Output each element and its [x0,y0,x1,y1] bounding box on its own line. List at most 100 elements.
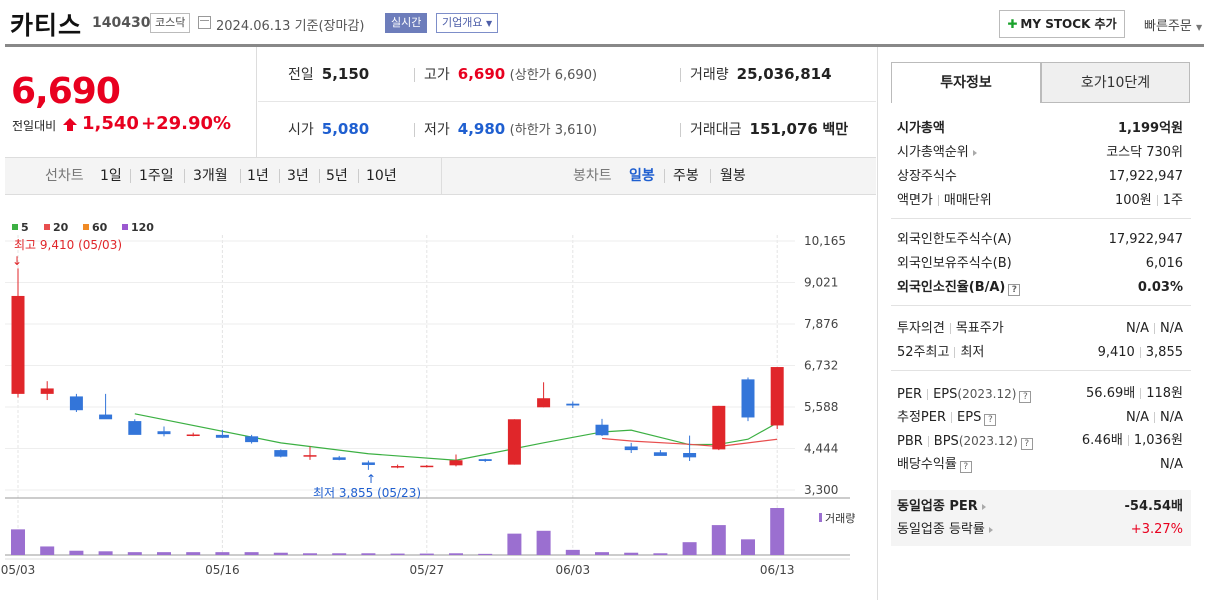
up-arrow-stem [67,125,73,131]
high-price: 고가 6,690 (상한가 6,690) [424,47,597,102]
candlestick-chart[interactable]: 10,165 9,021 7,876 6,732 5,588 4,444 3,300 5 20 6… [0,200,876,600]
market-badge: 코스닥 [150,13,191,33]
period-tab-1d[interactable]: 1일 [100,168,122,184]
rank-label: 시가총액순위 [897,145,969,160]
candle-body [274,450,288,457]
volume-bar [127,552,142,555]
info-row-market-cap: 시가총액 1,199억원 [897,117,1183,141]
chevron-down-icon: ▼ [485,19,493,28]
peer-per-value: -54.54배 [1124,499,1183,514]
per-value: 56.69배 [1086,386,1136,401]
quote-row: 시가 5,080 저가 4,980 (하한가 3,610) 거래대금 151,076 … [258,102,876,157]
volume-bar [40,546,55,555]
period-tab-5y[interactable]: 5년 [326,168,348,184]
candle-body [128,421,142,435]
candle-body [303,455,317,457]
low-annotation: 최저 3,855 (05/23) [313,486,421,500]
market-cap-label: 시가총액 [897,121,945,136]
period-tab-3y[interactable]: 3년 [287,168,309,184]
legend-label: 60 [92,221,108,234]
candle-body [332,457,346,460]
y-tick-label: 5,588 [804,400,838,414]
caret-right-icon [981,503,986,510]
candle-body [449,460,463,466]
volume-bar [565,549,580,555]
help-icon[interactable]: ? [984,414,997,426]
divider [1127,435,1129,446]
volume-bar [244,552,259,555]
invest-info-panel: 투자정보 호가10단계 시가총액 1,199억원 시가총액순위 코스닥 730위 상… [891,62,1191,562]
pbr-label: PBR [897,434,923,449]
divider [680,123,681,137]
period-tab-3m[interactable]: 3개월 [193,168,228,184]
x-tick-label: 06/03 [556,563,591,577]
eps-year: (2023.12) [957,387,1017,401]
candle-body [186,434,200,437]
divider [279,169,280,183]
corp-overview-dropdown[interactable]: 기업개요 ▼ [436,13,499,33]
header-divider [5,44,1204,47]
help-icon[interactable]: ? [959,461,972,473]
candle-tab-weekly[interactable]: 주봉 [673,168,699,184]
volume-legend-swatch [819,513,822,522]
low-label: 저가 [424,122,450,138]
volume-bar [361,553,376,555]
y-tick-label: 10,165 [804,234,846,248]
help-icon[interactable]: ? [1008,284,1021,296]
tab-invest-info[interactable]: 투자정보 [891,62,1041,103]
help-icon[interactable]: ? [1020,438,1033,450]
prev-close-label: 전일 [288,67,314,83]
base-date: 2024.06.13 기준(장마감) [216,19,365,34]
eps-label: EPS [933,387,958,402]
quick-order-label: 빠른주문 [1144,19,1192,34]
chevron-down-icon: ▼ [1195,23,1203,32]
volume-bar [449,553,463,555]
quick-order-button[interactable]: 빠른주문 ▼ [1144,15,1202,34]
info-row-rank[interactable]: 시가총액순위 코스닥 730위 [897,141,1183,165]
peer-change-label: 동일업종 등락률 [897,522,985,537]
volume-value: 25,036,814 [736,65,832,83]
volume-bar [157,552,171,555]
amount-value: 151,076 [749,120,818,138]
candle-body [11,295,25,394]
volume-bar [478,553,493,555]
candle-body [537,398,551,408]
candle-tab-monthly[interactable]: 월봉 [720,168,746,184]
candle-tab-daily[interactable]: 일봉 [629,168,655,184]
divider [927,389,929,400]
low-value: 4,980 [457,120,506,138]
info-row-peer-change[interactable]: 동일업종 등락률 +3.27% [897,518,1183,542]
realtime-button[interactable]: 실시간 [385,13,428,33]
info-row-52w: 52주최고 최저 9,410 3,855 [897,341,1183,365]
foreign-hold-value: 6,016 [1145,256,1183,271]
candle-body [478,459,492,461]
volume-bar [624,552,639,555]
candle-body [215,434,229,438]
info-row-peer-per[interactable]: 동일업종 PER -54.54배 [897,495,1183,519]
open-price: 시가 5,080 [288,102,369,157]
help-icon[interactable]: ? [1019,391,1032,403]
period-tab-1w[interactable]: 1주일 [139,168,174,184]
legend-swatch [83,224,89,230]
period-tab-1y[interactable]: 1년 [247,168,269,184]
x-tick-label: 05/03 [1,563,36,577]
info-row-foreign-ratio: 외국인소진율(B/A)? 0.03% [897,276,1183,300]
foreign-limit-label: 외국인한도주식수(A) [897,232,1012,247]
legend-label: 120 [131,221,154,234]
candle-chart-label: 봉차트 [573,168,612,184]
volume-legend-label: 거래량 [825,512,855,525]
foreign-hold-label: 외국인보유주식수(B) [897,256,1012,271]
divider [937,195,939,206]
bps-year: (2023.12) [958,434,1018,448]
tabs-divider [441,158,442,194]
mystock-add-button[interactable]: ✚ MY STOCK 추가 [999,10,1125,38]
tab-orderbook[interactable]: 호가10단계 [1041,62,1190,103]
volume-bar [98,551,113,555]
divider [130,169,131,183]
peer-change-value: +3.27% [1130,522,1183,537]
ma20-line [601,437,778,448]
divider [358,169,359,183]
info-row-opinion: 투자의견 목표주가 N/A N/A [897,317,1183,341]
period-tab-10y[interactable]: 10년 [366,168,397,184]
candle-body [566,403,580,406]
